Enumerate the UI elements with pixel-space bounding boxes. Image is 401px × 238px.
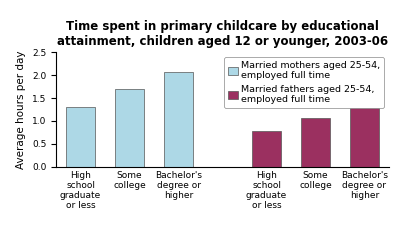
Bar xyxy=(350,107,379,167)
Bar xyxy=(301,118,330,167)
Bar xyxy=(252,131,281,167)
Bar xyxy=(164,72,193,167)
Title: Time spent in primary childcare by educational
attainment, children aged 12 or y: Time spent in primary childcare by educa… xyxy=(57,20,388,48)
Bar xyxy=(66,107,95,167)
Y-axis label: Average hours per day: Average hours per day xyxy=(16,50,26,169)
Legend: Married mothers aged 25-54,
employed full time, Married fathers aged 25-54,
empl: Married mothers aged 25-54, employed ful… xyxy=(224,57,384,108)
Bar xyxy=(115,89,144,167)
